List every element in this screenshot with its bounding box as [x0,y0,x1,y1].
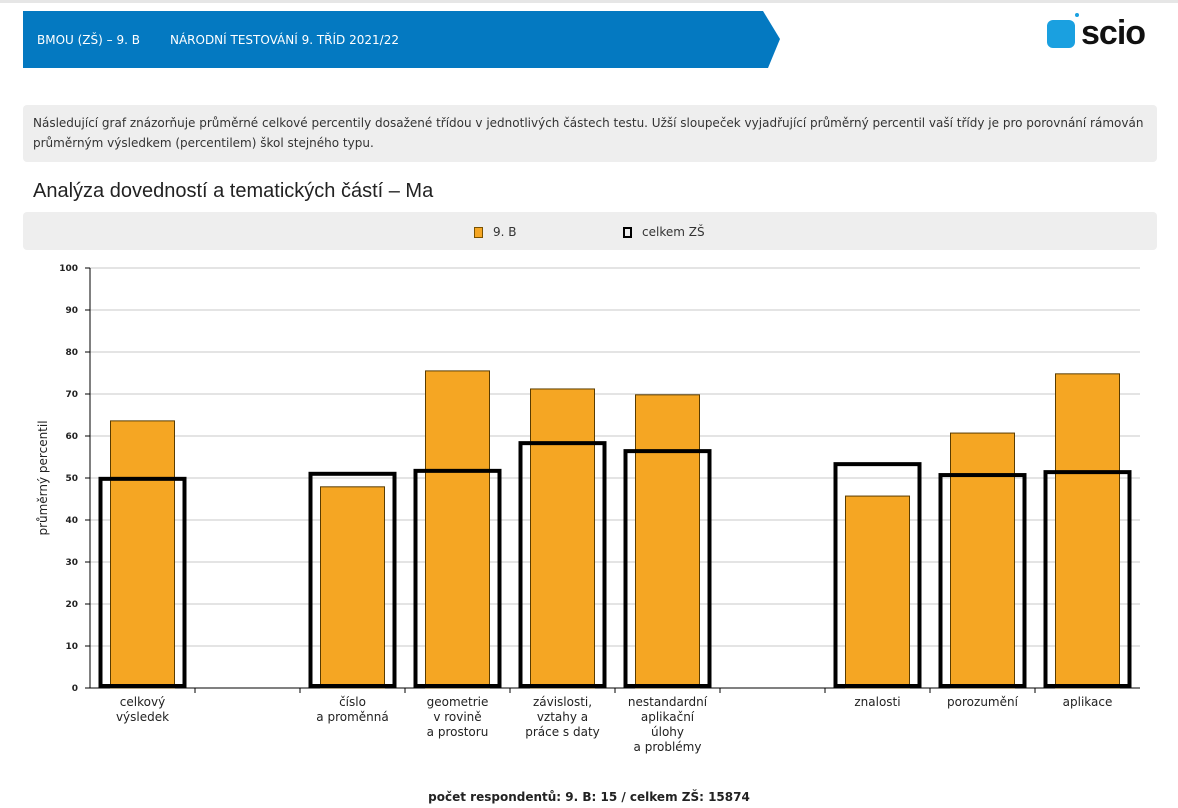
bar-class [425,370,490,689]
legend-item-total[interactable]: celkem ZŠ [623,225,705,239]
chart-legend: 9. B celkem ZŠ [23,212,1157,250]
bar-frame-total [98,476,187,688]
x-tick-label: geometrie [427,695,489,709]
bar-frame-total [518,441,607,688]
bar-class [530,388,595,689]
y-tick-label: 100 [59,264,78,274]
x-tick-label: a problémy [634,740,702,754]
bar-class [845,495,910,689]
bar-class [110,420,175,689]
x-tick-label: úlohy [651,725,684,739]
y-tick-label: 10 [65,642,78,652]
header-banner: BMOU (ZŠ) – 9. B NÁRODNÍ TESTOVÁNÍ 9. TŘ… [23,11,780,68]
x-tick-label: v rovině [433,710,481,724]
x-tick-label: číslo [339,695,366,709]
y-tick-label: 70 [65,390,78,400]
x-tick-label: a proměnná [316,710,388,724]
y-tick-label: 0 [72,684,78,694]
legend-swatch-orange-icon [474,226,483,238]
school-label: BMOU (ZŠ) – 9. B [37,32,140,47]
x-tick-label: aplikace [1063,695,1113,709]
bar-class [320,486,385,689]
x-tick-label: nestandardní [628,695,708,709]
y-tick-label: 60 [65,432,78,442]
bar-class [635,394,700,689]
x-tick-label: porozumění [947,695,1019,709]
x-tick-label: a prostoru [427,725,489,739]
chart-title: Analýza dovedností a tematických částí –… [33,180,434,202]
y-tick-label: 50 [65,474,78,484]
bar-class [1055,373,1120,689]
y-tick-label: 90 [65,306,78,316]
x-tick-label: práce s daty [525,725,600,739]
legend-item-class[interactable]: 9. B [474,225,517,239]
info-text: Následující graf znázorňuje průměrné cel… [23,105,1157,162]
test-label: NÁRODNÍ TESTOVÁNÍ 9. TŘÍD 2021/22 [169,32,399,47]
bar-frame-total [833,462,922,688]
x-tick-label: aplikační [641,710,695,724]
legend-swatch-frame-icon [623,226,632,238]
x-tick-label: znalosti [854,695,900,709]
logo-square-icon [1047,19,1075,48]
bar-class [950,432,1015,689]
legend-label: celkem ZŠ [642,225,705,239]
scio-logo: scio [1047,14,1146,53]
logo-dot-icon [1073,11,1081,19]
bar-frame-total [1043,470,1132,688]
legend-label: 9. B [493,225,517,239]
bar-frame-total [623,449,712,688]
y-tick-label: 30 [65,558,78,568]
x-tick-label: vztahy a [537,710,588,724]
bar-frame-total [938,473,1027,688]
y-axis-label: průměrný percentil [36,420,50,535]
y-tick-label: 20 [65,600,78,610]
logo-text: scio [1081,14,1146,52]
y-tick-label: 80 [65,348,78,358]
bar-chart: 0 10 20 30 40 50 60 70 80 90 100 průměrný percentil… [36,264,1140,754]
top-border [0,0,1178,3]
respondents-count: počet respondentů: 9. B: 15 / celkem ZŠ:… [428,790,750,804]
bar-frame-total [308,471,397,688]
x-tick-label: výsledek [116,710,169,724]
y-tick-label: 40 [65,516,78,526]
x-tick-label: závislosti, [533,695,592,709]
x-tick-label: celkový [120,695,165,709]
bar-frame-total [413,468,502,688]
